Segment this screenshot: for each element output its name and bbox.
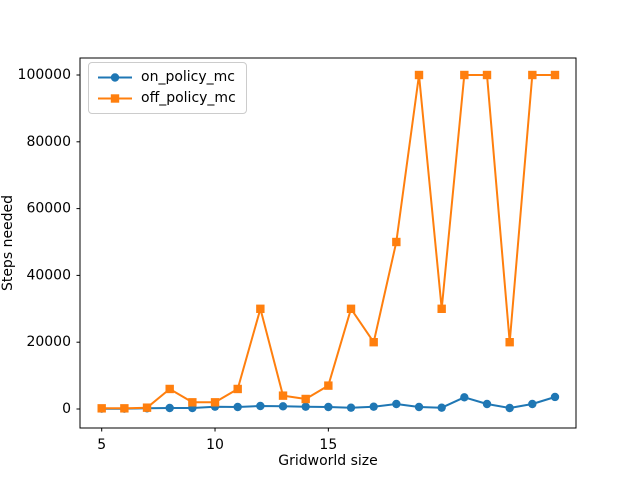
data-point-on_policy_mc xyxy=(482,399,492,409)
data-point-on_policy_mc xyxy=(528,399,537,409)
y-tick-label: 20000 xyxy=(26,334,71,350)
legend-box: on_policy_mc off_policy_mc xyxy=(88,62,247,114)
data-point-on_policy_mc xyxy=(301,402,310,411)
data-point-on_policy_mc xyxy=(165,403,174,413)
data-point-off_policy_mc xyxy=(165,384,174,394)
data-point-on_policy_mc xyxy=(369,402,378,411)
data-point-on_policy_mc xyxy=(550,392,560,402)
legend-item-on_policy_mc: on_policy_mc xyxy=(97,69,236,86)
data-point-off_policy_mc xyxy=(505,338,514,347)
data-point-off_policy_mc xyxy=(233,384,242,394)
data-point-off_policy_mc xyxy=(550,70,560,80)
legend-label: on_policy_mc xyxy=(141,69,235,85)
data-point-off_policy_mc xyxy=(120,404,129,413)
data-point-on_policy_mc xyxy=(414,402,424,412)
legend-marker-square-icon xyxy=(98,94,132,103)
data-point-on_policy_mc xyxy=(256,401,265,411)
data-point-off_policy_mc xyxy=(460,70,469,80)
x-tick-label: 15 xyxy=(319,437,337,453)
data-point-on_policy_mc xyxy=(460,393,469,402)
data-point-on_policy_mc xyxy=(324,402,333,412)
data-point-off_policy_mc xyxy=(414,70,424,80)
data-point-off_policy_mc xyxy=(97,404,106,413)
data-point-off_policy_mc xyxy=(437,304,446,313)
data-point-off_policy_mc xyxy=(528,70,537,80)
data-point-off_policy_mc xyxy=(301,394,310,404)
y-tick-label: 40000 xyxy=(26,267,71,283)
y-tick-label: 0 xyxy=(62,401,71,417)
data-point-on_policy_mc xyxy=(346,403,356,412)
data-point-on_policy_mc xyxy=(233,402,242,412)
data-point-off_policy_mc xyxy=(369,338,378,347)
data-point-off_policy_mc xyxy=(392,237,401,247)
data-point-off_policy_mc xyxy=(142,403,152,412)
y-axis-label: Steps needed xyxy=(0,194,16,292)
legend-marker-circle-icon xyxy=(98,73,132,82)
data-point-off_policy_mc xyxy=(188,398,197,407)
x-tick-label: 5 xyxy=(97,437,106,453)
data-point-off_policy_mc xyxy=(324,381,333,390)
data-point-off_policy_mc xyxy=(278,391,288,400)
legend-item-off_policy_mc: off_policy_mc xyxy=(97,90,236,107)
data-point-off_policy_mc xyxy=(346,304,356,313)
y-tick-label: 100000 xyxy=(18,67,71,83)
data-point-on_policy_mc xyxy=(278,402,288,411)
x-axis-label: Gridworld size xyxy=(278,453,378,469)
data-point-on_policy_mc xyxy=(505,403,514,413)
series-line-off_policy_mc xyxy=(101,74,555,410)
x-tick-label: 10 xyxy=(206,437,224,453)
data-point-off_policy_mc xyxy=(482,70,492,80)
data-point-off_policy_mc xyxy=(210,398,220,407)
data-point-on_policy_mc xyxy=(437,403,446,412)
data-point-off_policy_mc xyxy=(256,304,265,313)
data-point-on_policy_mc xyxy=(392,399,401,409)
legend-label: off_policy_mc xyxy=(141,90,236,106)
y-tick-label: 60000 xyxy=(26,201,71,217)
y-tick-label: 80000 xyxy=(26,134,71,150)
